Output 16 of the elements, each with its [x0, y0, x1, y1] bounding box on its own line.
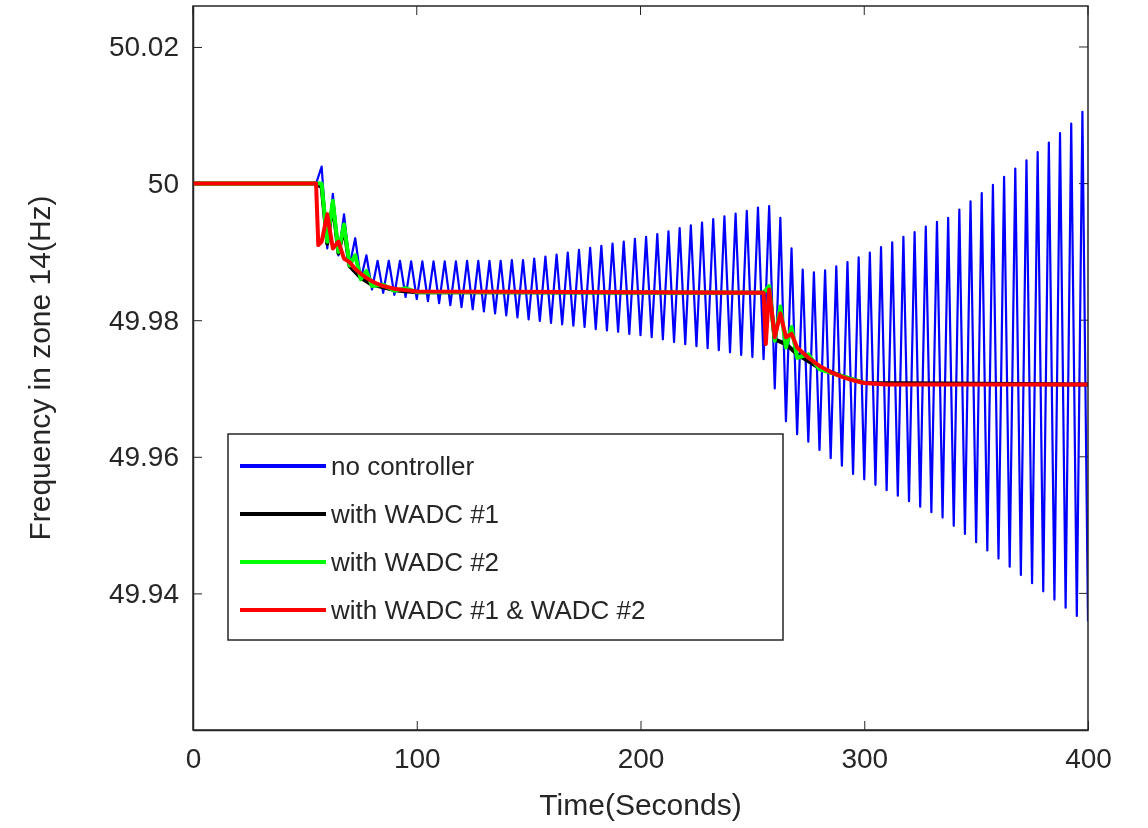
x-axis-title: Time(Seconds)	[539, 788, 742, 821]
y-tick-label: 49.94	[108, 577, 179, 609]
legend-label: with WADC #1 & WADC #2	[330, 595, 646, 625]
y-tick-label: 49.98	[108, 304, 179, 336]
y-tick-label: 50	[147, 168, 179, 200]
legend-label: with WADC #2	[330, 547, 500, 577]
y-axis-title: Frequency in zone 14(Hz)	[23, 195, 56, 541]
y-tick-label: 50.02	[108, 31, 179, 63]
x-tick-label: 300	[841, 742, 889, 774]
y-tick-label: 49.96	[108, 441, 179, 473]
legend-label: no controller	[331, 451, 475, 481]
x-tick-label: 100	[393, 742, 441, 774]
x-tick-label: 400	[1065, 742, 1112, 774]
x-tick-label: 200	[617, 742, 665, 774]
legend-label: with WADC #1	[330, 499, 500, 529]
x-tick-label: 0	[185, 742, 202, 774]
